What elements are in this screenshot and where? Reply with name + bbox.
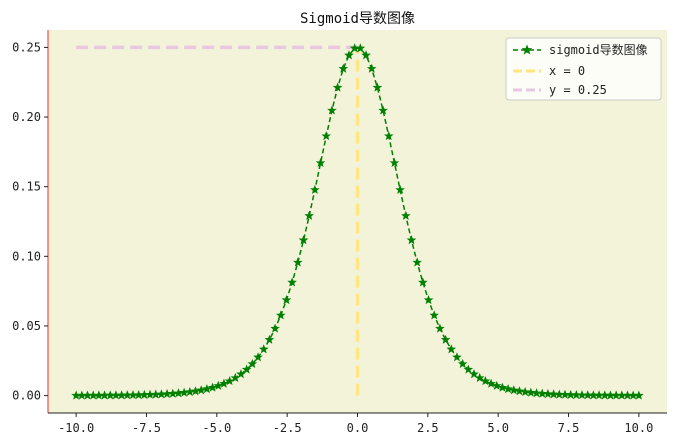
y-tick-label: 0.25 [12, 40, 41, 54]
data-point-star [509, 385, 519, 395]
data-point-star [241, 364, 252, 374]
y-tick-label: 0.10 [12, 249, 41, 263]
data-point-star [401, 210, 411, 220]
series-layer [71, 43, 644, 400]
data-point-star [503, 384, 513, 394]
data-point-star [366, 63, 377, 73]
data-point-star [383, 131, 394, 141]
data-point-star [378, 105, 388, 115]
data-point-star [219, 378, 229, 388]
data-point-star [275, 310, 286, 320]
data-point-star [537, 388, 548, 398]
data-point-star [412, 257, 422, 267]
data-point-star [315, 157, 326, 168]
data-point-star [287, 277, 297, 287]
data-point-star [344, 50, 354, 60]
legend-label-sigmoid: sigmoid导数图像 [549, 42, 648, 57]
data-point-star [298, 235, 309, 245]
data-point-star [207, 382, 218, 392]
data-point-star [327, 105, 337, 115]
x-tick-label: 5.0 [487, 421, 509, 435]
y-tick-label: 0.20 [12, 110, 41, 124]
data-point-star [304, 210, 314, 220]
legend-label-y025: y = 0.25 [549, 83, 607, 97]
data-point-star [389, 157, 400, 168]
data-point-star [224, 376, 235, 386]
legend: sigmoid导数图像 x = 0 y = 0.25 [505, 37, 662, 101]
data-point-star [429, 310, 440, 320]
data-point-star [355, 43, 366, 53]
data-point-star [452, 352, 462, 362]
data-point-star [514, 386, 525, 396]
data-point-star [480, 376, 491, 386]
data-point-star [338, 63, 349, 73]
x-tick-label: 0.0 [347, 421, 369, 435]
x-tick-label: -7.5 [132, 421, 161, 435]
y-tick-label: 0.05 [12, 319, 41, 333]
data-point-star [435, 323, 445, 333]
ticks-layer: -10.0 -7.5 -5.0 -2.5 0.0 2.5 5.0 7.5 10.0 0.00 0.0… [12, 40, 653, 435]
data-point-star [406, 235, 417, 245]
data-point-star [395, 184, 405, 194]
data-point-star [531, 388, 542, 398]
data-point-star [491, 380, 502, 390]
legend-label-x0: x = 0 [549, 64, 585, 78]
data-point-star [440, 334, 451, 344]
data-point-star [332, 82, 343, 92]
data-point-star [361, 50, 371, 60]
data-point-star [253, 352, 263, 362]
data-point-star [372, 82, 383, 92]
x-tick-label: 2.5 [417, 421, 439, 435]
data-point-star [281, 294, 292, 305]
chart-title: Sigmoid导数图像 [300, 11, 415, 27]
data-point-star [258, 344, 269, 354]
data-point-star [474, 372, 485, 383]
data-point-star [446, 344, 457, 354]
y-tick-label: 0.15 [12, 180, 41, 194]
data-point-star [423, 294, 434, 305]
data-point-star [230, 372, 241, 383]
data-point-star [418, 277, 428, 287]
data-point-star [634, 390, 644, 400]
data-point-star [526, 387, 536, 397]
legend-marker-star [521, 44, 533, 55]
y-tick-label: 0.00 [12, 389, 41, 403]
legend-box [505, 37, 662, 101]
x-tick-label: -10.0 [58, 421, 94, 435]
data-point-star [520, 386, 530, 397]
data-point-star [321, 131, 332, 141]
data-point-star [486, 378, 496, 388]
data-point-star [463, 364, 474, 374]
data-point-star [469, 369, 479, 379]
data-point-star [213, 380, 224, 390]
x-tick-label: -2.5 [273, 421, 302, 435]
x-tick-label: 7.5 [558, 421, 580, 435]
x-tick-label: -5.0 [202, 421, 231, 435]
data-point-star [293, 257, 303, 267]
data-point-star [310, 184, 320, 194]
x-tick-label: 10.0 [624, 421, 653, 435]
data-point-star [264, 334, 275, 344]
data-point-star [457, 358, 468, 369]
data-point-star [497, 382, 508, 392]
data-point-star [247, 358, 258, 369]
data-point-star [270, 323, 280, 333]
